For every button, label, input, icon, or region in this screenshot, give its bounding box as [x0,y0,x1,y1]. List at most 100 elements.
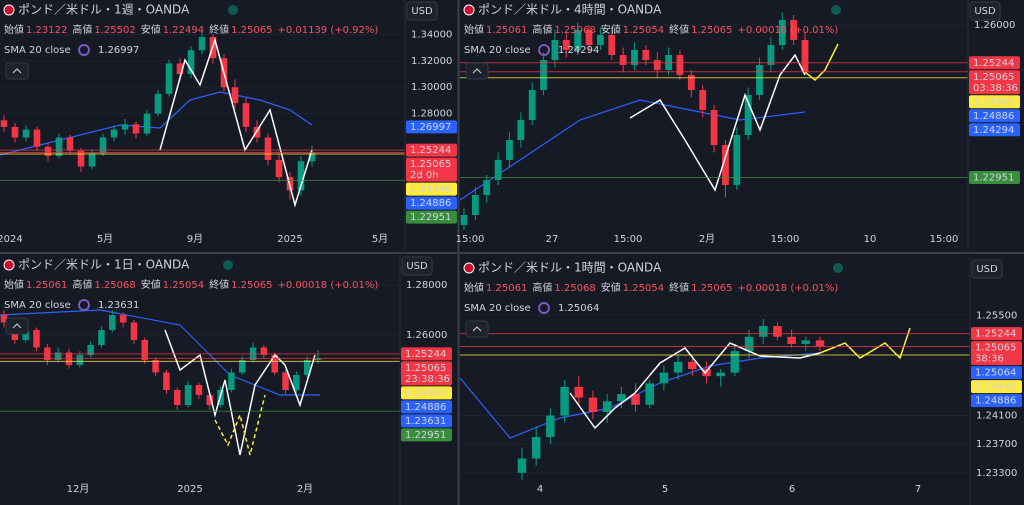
candle-body [608,35,616,55]
collapse-button[interactable] [5,62,29,80]
candle-body [141,340,149,360]
flag-icon [463,262,475,274]
candle-body [642,50,650,60]
chart-title: ポンド／米ドル・1日・OANDA [18,258,190,272]
price-badge [406,182,457,196]
collapse-button[interactable] [465,320,489,338]
ohlc-row: 始値 1.25061 高値 1.25068 安値 1.25054 終値 1.25065 +0.0… [4,278,378,291]
price-badge-label: 1.25065 [975,343,1016,354]
flag-icon [463,4,475,16]
candle-body [260,347,268,355]
candle-body [716,372,725,377]
price-badge [401,400,452,414]
candle-body [517,458,527,473]
candle-body [109,315,116,330]
ohlc-label: 始値 [4,23,24,36]
candle-body [619,55,627,65]
candle-body [710,110,718,145]
x-tick-label: 7 [915,484,921,495]
price-badge [969,123,1020,137]
x-tick-label: 15:00 [771,234,800,245]
candle-body [460,215,468,225]
y-tick-label: 1.34000 [411,29,452,40]
price-badge-sub: 2d 0h [410,170,439,181]
ohlc-label: 始値 [464,281,484,294]
x-tick-label: 5 [662,484,668,495]
candle-body [271,355,278,373]
currency-button[interactable] [406,1,438,21]
ohlc-value: 1.25065 [691,25,732,36]
ohlc-label: 高値 [532,23,552,36]
candle-body [119,315,127,323]
ohlc-value: 1.23122 [26,25,67,36]
candle-body [483,180,491,195]
candle-body [744,336,754,352]
ohlc-value: 1.22494 [163,25,204,36]
ohlc-label: 高値 [72,278,92,291]
candle-body [506,140,513,160]
candle-body [206,395,213,405]
price-badge-label: 1.24946 [973,97,1014,108]
y-tick-label: 1.26000 [974,20,1015,31]
sma-settings[interactable] [538,44,550,56]
candle-body [282,372,289,390]
price-badge [406,143,457,157]
currency-button[interactable] [401,256,433,276]
x-tick-label: 2024 [0,234,23,245]
candle-body [76,355,84,365]
ohlc-label: 終値 [209,23,229,36]
x-tick-label: 4 [537,484,543,495]
price-badge-label: 1.25244 [410,145,451,156]
price-badge [971,327,1022,341]
candle-body [275,159,283,178]
candle-body [702,369,711,377]
ohlc-label: 終値 [209,278,229,291]
candle-body [110,129,118,138]
chart-title: ポンド／米ドル・4時間・OANDA [478,3,662,17]
price-badge [401,386,452,400]
candle-body [494,160,502,180]
sma-settings[interactable] [78,44,90,56]
price-badge [401,428,452,442]
ohlc-row: 始値 1.25061 高値 1.25068 安値 1.25054 終値 1.25065 +0.0… [464,281,838,294]
currency-button[interactable] [971,259,1003,279]
candle-body [471,195,479,215]
price-badge [971,366,1022,380]
collapse-button[interactable] [5,317,29,335]
candle-body [699,90,707,110]
collapse-button[interactable] [465,62,489,80]
price-badge-label: 1.23631 [405,416,446,427]
drawing [164,329,316,456]
sma-settings[interactable] [538,302,550,314]
candle-body [787,336,796,344]
candle-body [617,394,626,402]
drawing [159,37,313,208]
sma-value: 1.24294 [558,45,599,56]
candle-body [676,55,684,75]
x-tick-label: 15:00 [930,234,959,245]
currency-button[interactable] [969,1,1001,21]
y-tick-label: 1.24100 [976,411,1017,422]
candle-body [733,135,741,185]
price-badge [969,56,1020,70]
x-tick-label: 5月 [97,233,113,245]
x-tick-label: 12月 [67,483,90,495]
price-badge-label: 1.24886 [410,198,451,209]
candle-body [688,361,697,369]
chart-panel: 1.25500 1.24100 1.23700 1.23300 1.25244 1.250… [459,258,1022,505]
ohlc-row: 始値 1.25061 高値 1.25068 安値 1.25054 終値 1.25065 +0.0… [464,23,838,36]
candle-body [574,386,584,398]
price-badge-label: 1.25064 [975,368,1016,379]
candle-body [546,415,555,438]
sma-settings[interactable] [78,299,90,311]
candle-body [130,322,138,340]
candle-body [44,146,52,156]
ohlc-value: 1.25054 [623,25,664,36]
price-badge-label: 1.24886 [975,396,1016,407]
candle-body [242,103,250,127]
candle-body [55,137,63,156]
collapse-icon [472,68,482,74]
candle-body [653,60,661,70]
candle-body [184,385,192,405]
drawing [569,342,821,430]
